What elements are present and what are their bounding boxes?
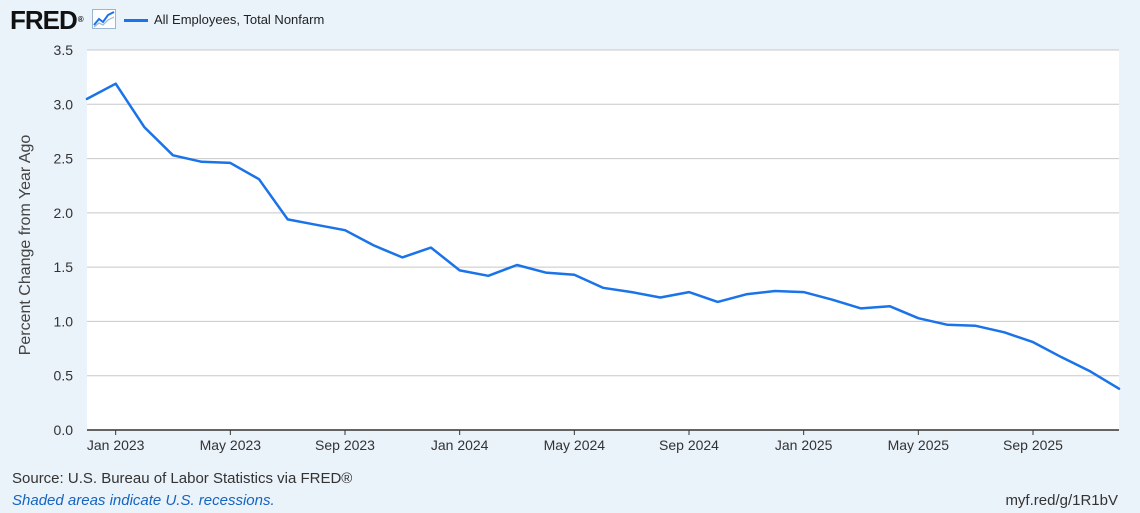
legend-label: All Employees, Total Nonfarm: [154, 12, 325, 27]
y-tick-label: 2.0: [54, 205, 74, 221]
series-line: [85, 82, 1121, 390]
x-tick-label: May 2023: [200, 437, 262, 453]
logo-text: FRED: [10, 5, 78, 35]
short-url[interactable]: myf.red/g/1R1bV: [1005, 492, 1118, 509]
logo-registered-mark: ®: [77, 15, 84, 24]
y-tick-label: 0.5: [54, 368, 74, 384]
y-tick-label: 3.0: [54, 96, 74, 112]
x-tick-label: Sep 2024: [659, 437, 719, 453]
legend-swatch: [124, 19, 148, 22]
source-note: Source: U.S. Bureau of Labor Statistics …: [12, 470, 353, 487]
x-tick-label: Jan 2024: [431, 437, 489, 453]
x-tick-label: Jan 2025: [775, 437, 833, 453]
x-tick-label: Sep 2023: [315, 437, 375, 453]
y-tick-label: 3.5: [54, 42, 74, 58]
line-chart: 0.0 0.5 1.0 1.5 2.0 2.5 3.0 3.5 Jan 2023 May 2023…: [17, 42, 1121, 453]
fred-logo[interactable]: FRED®: [10, 5, 84, 35]
chart-header: FRED® All Employees, Total Nonfarm: [0, 0, 1140, 40]
plot-area: [87, 50, 1119, 430]
x-tick-label: May 2025: [888, 437, 950, 453]
y-axis-label: Percent Change from Year Ago: [17, 135, 34, 356]
y-tick-label: 1.5: [54, 259, 74, 275]
recession-note: Shaded areas indicate U.S. recessions.: [12, 492, 275, 509]
x-tick-label: May 2024: [544, 437, 606, 453]
y-tick-label: 0.0: [54, 422, 74, 438]
x-tick-label: Sep 2025: [1003, 437, 1063, 453]
x-tick-label: Jan 2023: [87, 437, 145, 453]
y-tick-label: 1.0: [54, 313, 74, 329]
y-tick-label: 2.5: [54, 151, 74, 167]
line-chart-icon: [92, 9, 116, 29]
